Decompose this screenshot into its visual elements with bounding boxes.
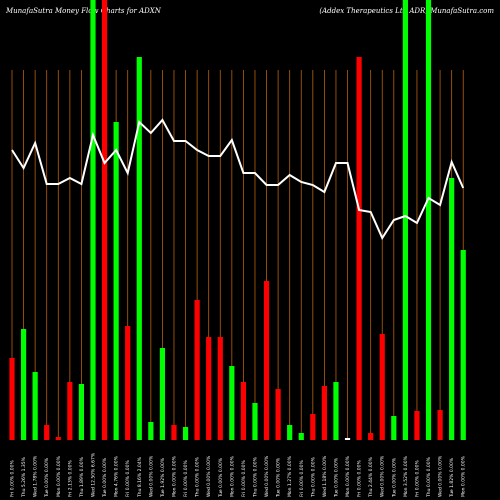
bar (275, 389, 281, 440)
x-tick-label: Wed 12.50% 6.67% (90, 452, 96, 497)
x-tick-label: Mon 3.52% 0.00% (403, 455, 409, 497)
bar (229, 366, 235, 440)
bar (240, 382, 246, 440)
x-tick-label: Wed 0.00% 0.00% (148, 455, 154, 497)
x-tick-label: Tue 1.82% 0.00% (449, 457, 455, 498)
x-tick-label: Tue 0.00% 0.00% (218, 457, 224, 498)
bar (55, 437, 61, 440)
bar (425, 0, 432, 440)
x-tick-label: Fri 0.00% 0.00% (10, 459, 16, 497)
x-tick-label: Tue 1.92% 0.00% (160, 457, 166, 498)
x-tick-label: Thu 2.44% 0.00% (368, 456, 374, 498)
bar (298, 433, 304, 440)
x-tick-label: Fri 0.00% 0.00% (125, 459, 131, 497)
flow-line (11, 118, 465, 241)
bar (356, 57, 362, 440)
x-tick-label: Wed 1.18% 0.00% (322, 455, 328, 497)
bar (402, 0, 408, 440)
bar (9, 358, 15, 440)
x-tick-label: Tue 0.00% 0.00% (276, 457, 282, 498)
x-tick-label: Fri 2.13% 0.00% (67, 459, 73, 497)
x-tick-label: Mon 0.00% 0.00% (461, 455, 467, 497)
bar (32, 372, 38, 440)
bar (78, 384, 85, 440)
x-tick-label: Wed 0.00% 0.00% (264, 455, 270, 497)
bar (263, 281, 270, 440)
x-tick-label: Thu 1.89% 0.00% (79, 456, 85, 498)
x-tick-label: Fri 0.00% 0.00% (299, 459, 305, 497)
x-tick-label: Thu 0.00% 0.00% (426, 456, 432, 498)
chart-title: MunafaSutra Money Flow Charts for ADXN (5, 7, 162, 15)
bar (113, 122, 119, 440)
x-tick-label: Wed 1.78% 0.00% (33, 455, 39, 497)
x-tick-label: Thu 0.00% 0.00% (310, 456, 316, 498)
bar (287, 425, 293, 440)
bar (136, 57, 142, 440)
x-tick-label: Tue 0.00% 0.00% (391, 457, 397, 498)
bar (368, 433, 374, 440)
x-tick-label: Fri 0.00% 0.00% (241, 459, 247, 497)
bar (148, 422, 154, 440)
bar (414, 411, 420, 440)
bar (159, 348, 166, 440)
x-tick-label: Wed 0.00% 0.00% (380, 455, 386, 497)
x-tick-label: Mon 0.00% 0.00% (56, 455, 62, 497)
x-tick-label: Mon 0.00% 0.00% (229, 455, 235, 497)
bar (437, 410, 443, 440)
x-tick-label: Thu 0.00% 0.00% (252, 456, 258, 498)
x-tick-label: Tue 0.00% 0.00% (102, 457, 108, 498)
x-tick-label: Thu 5.26% 1.35% (21, 456, 27, 498)
bar (379, 334, 385, 440)
bar (101, 0, 108, 440)
x-tick-label: Fri 0.00% 0.00% (414, 459, 420, 497)
bar (321, 386, 327, 440)
bar (344, 438, 351, 440)
bar (391, 416, 397, 440)
bar (67, 382, 73, 440)
x-tick-label: Wed 0.00% 0.00% (206, 455, 212, 497)
x-tick-label: Thu 0.00% 0.00% (195, 456, 201, 498)
x-tick-label: Mon 0.00% 0.00% (345, 455, 351, 497)
bar (171, 425, 177, 440)
bar (449, 178, 455, 440)
bar (44, 425, 50, 440)
bar (460, 250, 466, 440)
x-tick-label: Fri 0.00% 0.00% (183, 459, 189, 497)
x-tick-label: Tue 0.00% 0.00% (333, 457, 339, 498)
bar (252, 403, 258, 440)
x-tick-label: Mon 1.27% 0.00% (287, 455, 293, 497)
bar (206, 337, 212, 440)
x-tick-label: Fri 0.00% 0.00% (357, 459, 363, 497)
bar (217, 337, 223, 440)
bar (90, 0, 96, 440)
bar (20, 329, 27, 440)
x-tick-label: Mon 0.00% 0.00% (171, 455, 177, 497)
bar (333, 382, 339, 440)
bar (182, 427, 189, 440)
bar (194, 300, 200, 440)
x-tick-label: Thu 8.16% 2.04% (137, 456, 143, 498)
x-tick-label: Tue 0.00% 0.00% (44, 457, 50, 498)
x-tick-label: Mon 4.76% 0.00% (114, 455, 120, 497)
x-tick-label: Wed 0.00% 0.00% (438, 455, 444, 497)
bar (310, 414, 316, 440)
bar (125, 326, 131, 440)
